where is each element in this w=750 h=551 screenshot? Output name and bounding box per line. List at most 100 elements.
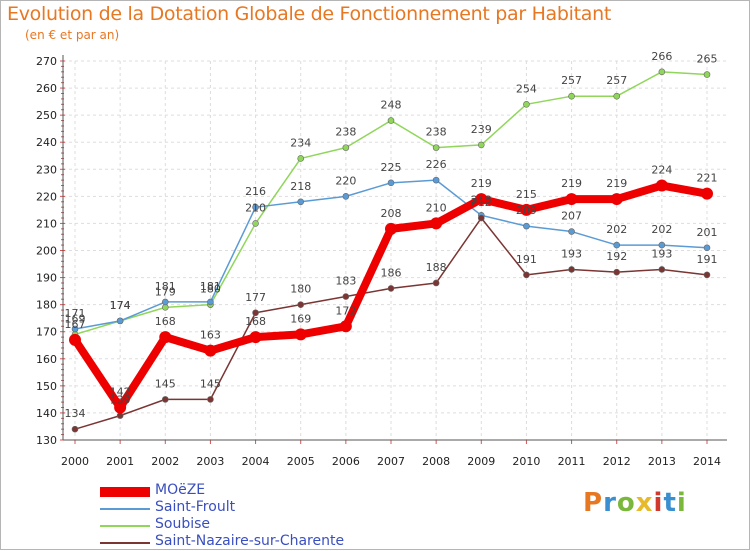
data-label-saint-nazaire-sur-charente: 193	[561, 247, 582, 260]
data-label-mo-ze: 142	[110, 386, 131, 399]
data-point-mo-ze	[294, 328, 307, 341]
x-tick-label: 2001	[106, 455, 134, 468]
x-tick-label: 2003	[196, 455, 224, 468]
y-tick-label: 220	[36, 190, 57, 203]
proxiti-logo: Proxiti	[583, 488, 687, 518]
data-label-soubise: 180	[200, 283, 221, 296]
data-point-soubise	[432, 144, 440, 151]
data-label-soubise: 174	[110, 299, 131, 312]
data-label-soubise: 248	[381, 99, 402, 112]
chart-title: Evolution de la Dotation Globale de Fonc…	[7, 3, 612, 25]
data-point-saint-froult	[252, 203, 259, 211]
x-tick-label: 2007	[377, 455, 405, 468]
x-tick-label: 2005	[287, 455, 315, 468]
data-label-saint-froult: 218	[290, 180, 311, 193]
data-label-saint-nazaire-sur-charente: 212	[471, 196, 492, 209]
data-point-saint-nazaire-sur-charente	[523, 271, 530, 279]
data-label-soubise: 234	[290, 136, 311, 149]
data-label-saint-nazaire-sur-charente: 177	[245, 291, 266, 304]
data-label-saint-froult: 171	[65, 307, 86, 320]
data-label-mo-ze: 168	[155, 315, 176, 328]
x-tick-label: 2006	[332, 455, 360, 468]
y-tick-label: 230	[36, 163, 57, 176]
data-label-saint-froult: 181	[155, 280, 176, 293]
legend-swatch	[100, 542, 150, 544]
data-point-soubise	[252, 220, 259, 227]
data-label-saint-froult: 207	[561, 210, 582, 223]
data-point-saint-nazaire-sur-charente	[116, 412, 124, 419]
data-label-saint-froult: 201	[697, 226, 718, 239]
data-point-mo-ze	[520, 203, 533, 216]
data-point-mo-ze	[339, 320, 352, 333]
data-point-saint-nazaire-sur-charente	[432, 279, 440, 287]
x-tick-label: 2014	[693, 455, 721, 468]
data-label-saint-nazaire-sur-charente: 188	[426, 261, 447, 274]
data-label-saint-froult: 202	[651, 223, 672, 236]
logo-letter: i	[676, 488, 687, 518]
data-label-mo-ze: 221	[697, 172, 718, 185]
data-point-soubise	[477, 141, 485, 149]
data-point-saint-nazaire-sur-charente	[658, 266, 666, 273]
data-point-saint-froult	[297, 198, 305, 206]
legend-label: Saint-Nazaire-sur-Charente	[155, 533, 345, 549]
data-point-mo-ze	[655, 179, 668, 192]
data-label-saint-nazaire-sur-charente: 192	[606, 250, 627, 263]
data-label-mo-ze: 219	[606, 177, 627, 190]
data-label-saint-froult: 202	[606, 223, 627, 236]
data-label-mo-ze: 208	[381, 207, 402, 220]
logo-letter: P	[583, 488, 604, 518]
y-tick-label: 210	[36, 217, 57, 230]
data-point-saint-froult	[387, 179, 395, 187]
data-point-saint-nazaire-sur-charente	[161, 396, 169, 403]
data-label-mo-ze: 219	[561, 177, 582, 190]
data-label-soubise: 238	[426, 126, 447, 139]
data-point-saint-nazaire-sur-charente	[477, 214, 485, 222]
data-label-mo-ze: 168	[245, 315, 266, 328]
data-point-saint-froult	[71, 325, 79, 333]
x-tick-label: 2011	[558, 455, 586, 468]
x-tick-label: 2002	[151, 455, 179, 468]
data-label-saint-nazaire-sur-charente: 193	[651, 247, 672, 260]
data-point-soubise	[568, 92, 575, 100]
logo-letter: x	[635, 488, 654, 518]
data-point-soubise	[523, 101, 530, 108]
data-point-saint-nazaire-sur-charente	[613, 268, 621, 276]
data-point-saint-froult	[432, 176, 440, 184]
logo-letter: i	[653, 488, 664, 518]
x-tick-label: 2009	[467, 455, 495, 468]
data-point-mo-ze	[475, 193, 488, 206]
y-tick-label: 180	[36, 299, 57, 312]
data-label-mo-ze: 215	[516, 188, 537, 201]
data-point-mo-ze	[610, 193, 623, 206]
data-label-saint-froult: 225	[381, 161, 402, 174]
data-label-mo-ze: 163	[200, 329, 221, 342]
data-label-mo-ze: 210	[426, 201, 447, 214]
data-point-saint-nazaire-sur-charente	[568, 266, 575, 273]
data-point-saint-nazaire-sur-charente	[703, 271, 711, 279]
data-point-saint-froult	[568, 228, 575, 235]
data-label-saint-nazaire-sur-charente: 183	[335, 275, 356, 288]
data-label-soubise: 254	[516, 82, 537, 95]
axes: 130 140 150 160 170 180 190 200 210 220 230 240 250 2…	[36, 55, 727, 468]
legend-swatch	[100, 508, 150, 510]
y-tick-label: 170	[36, 326, 57, 339]
data-point-mo-ze	[159, 331, 172, 344]
data-point-mo-ze	[565, 193, 578, 206]
data-point-saint-nazaire-sur-charente	[71, 425, 79, 433]
data-point-saint-froult	[613, 241, 621, 249]
y-tick-label: 270	[36, 55, 57, 68]
data-label-saint-nazaire-sur-charente: 180	[290, 283, 311, 296]
data-label-soubise: 257	[606, 74, 627, 87]
y-tick-label: 200	[36, 245, 57, 258]
legend-swatch	[100, 525, 150, 527]
data-point-saint-froult	[523, 222, 530, 230]
data-point-soubise	[342, 144, 350, 151]
x-tick-label: 2012	[603, 455, 631, 468]
data-point-saint-froult	[658, 241, 666, 249]
data-point-mo-ze	[701, 187, 713, 200]
y-tick-label: 130	[36, 434, 57, 447]
y-tick-label: 250	[36, 109, 57, 122]
data-point-soubise	[613, 92, 621, 100]
data-label-saint-froult: 181	[200, 280, 221, 293]
y-tick-label: 160	[36, 353, 57, 366]
